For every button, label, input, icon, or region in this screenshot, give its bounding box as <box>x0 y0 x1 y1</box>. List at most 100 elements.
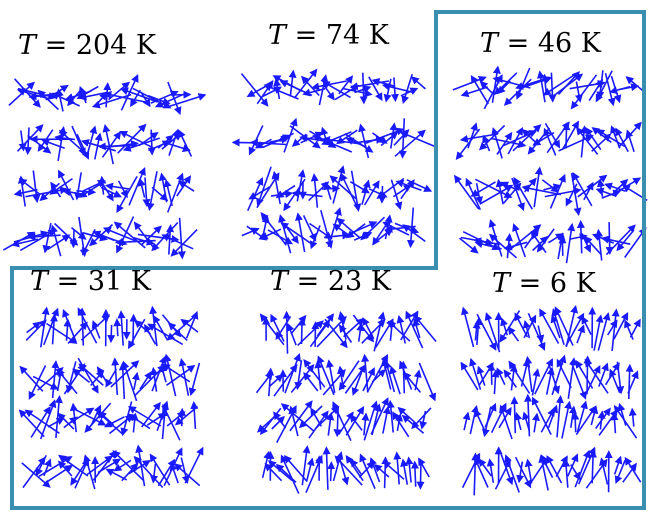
spin-arrow <box>399 360 408 394</box>
spin-arrow <box>390 77 399 103</box>
spin-arrow <box>527 312 546 351</box>
spin-arrow <box>45 84 69 101</box>
spin-arrow <box>117 310 126 346</box>
spin-arrow <box>520 358 531 387</box>
spin-arrow <box>622 462 637 483</box>
spin-arrow <box>507 126 523 155</box>
spin-arrow <box>524 393 533 437</box>
spin-arrow <box>532 412 540 433</box>
spin-arrow <box>248 125 264 156</box>
spin-arrow <box>494 459 511 490</box>
spin-arrow <box>76 133 90 160</box>
spin-arrow <box>159 363 167 383</box>
spin-arrow <box>67 321 88 344</box>
spin-arrow <box>107 324 116 344</box>
spin-arrow <box>350 170 362 212</box>
spin-arrow <box>105 182 130 191</box>
spin-arrow <box>503 369 518 388</box>
spin-arrow <box>76 187 97 196</box>
spin-arrow <box>411 407 432 430</box>
spin-arrow <box>531 396 552 435</box>
spin-arrow <box>369 457 381 483</box>
spin-arrow <box>397 406 417 424</box>
spin-arrow <box>128 318 146 350</box>
spin-arrow <box>488 219 503 257</box>
spin-arrow <box>521 184 562 196</box>
spin-arrow <box>314 360 323 390</box>
spin-arrow <box>628 407 637 427</box>
spin-arrow <box>190 401 199 429</box>
spin-arrow <box>334 84 360 101</box>
spin-arrow <box>512 223 526 258</box>
spin-arrow <box>558 134 594 152</box>
spin-arrow <box>382 460 405 480</box>
spin-arrow <box>462 411 471 431</box>
spin-arrow <box>47 417 65 428</box>
spin-arrow <box>147 129 156 156</box>
spin-arrow <box>118 362 127 399</box>
spin-arrow <box>256 166 272 207</box>
spin-arrow <box>595 228 604 261</box>
spin-arrow <box>455 128 481 160</box>
spin-arrow <box>611 308 620 351</box>
spin-arrow <box>571 411 580 433</box>
spin-arrow <box>393 451 402 485</box>
spin-arrow <box>295 212 306 253</box>
spin-arrow <box>610 75 622 104</box>
spin-arrow <box>384 214 393 240</box>
spin-arrow <box>386 399 395 433</box>
spin-arrow <box>275 184 296 199</box>
spin-arrow <box>615 127 629 153</box>
spin-arrow <box>400 458 409 485</box>
spin-arrow <box>568 405 577 428</box>
spin-arrow <box>595 407 611 429</box>
spin-arrow <box>373 311 386 352</box>
spin-arrow <box>548 72 557 103</box>
spin-arrows-panel-5 <box>255 310 437 494</box>
spin-arrow <box>618 121 642 148</box>
spin-arrow <box>541 73 550 95</box>
spin-arrow <box>394 129 426 157</box>
spin-arrow <box>400 310 419 341</box>
spin-arrow <box>585 458 608 489</box>
spin-arrow <box>614 459 626 484</box>
spin-arrows-panel-4 <box>18 305 204 490</box>
spin-arrow <box>359 453 376 490</box>
spin-arrow <box>576 324 585 344</box>
panel-label-2: T = 74 K <box>268 20 389 51</box>
spin-arrow <box>51 360 60 399</box>
spin-arrow <box>356 322 365 342</box>
spin-arrow <box>610 412 619 434</box>
spin-arrow <box>282 310 291 354</box>
spin-arrow <box>460 361 479 391</box>
spin-arrow <box>321 184 341 193</box>
spin-arrow <box>486 458 495 483</box>
spin-arrow <box>521 128 539 146</box>
spin-arrow <box>184 446 204 484</box>
spin-arrow <box>37 129 54 152</box>
spin-arrow <box>576 219 585 254</box>
spin-arrow <box>452 75 487 91</box>
spin-arrow <box>103 82 112 108</box>
spin-arrow <box>87 125 98 153</box>
spin-arrow <box>548 233 564 244</box>
spin-arrow <box>170 229 198 257</box>
spin-arrow <box>624 319 634 340</box>
spin-arrow <box>58 169 75 201</box>
spin-arrow <box>507 326 520 342</box>
spin-arrow <box>399 130 435 147</box>
spin-arrow <box>395 179 422 192</box>
spin-arrow <box>166 224 175 255</box>
spin-arrow <box>349 80 390 91</box>
spin-arrow <box>113 318 122 337</box>
spin-arrow <box>474 408 486 432</box>
panel-label-5: T = 23 K <box>270 266 391 297</box>
spin-arrow <box>322 446 331 490</box>
spin-arrow <box>565 312 585 347</box>
spin-arrow <box>156 400 169 431</box>
spin-arrow <box>71 125 86 157</box>
spin-arrow <box>562 458 571 488</box>
spin-arrow <box>470 75 489 105</box>
spin-arrow <box>359 72 368 105</box>
